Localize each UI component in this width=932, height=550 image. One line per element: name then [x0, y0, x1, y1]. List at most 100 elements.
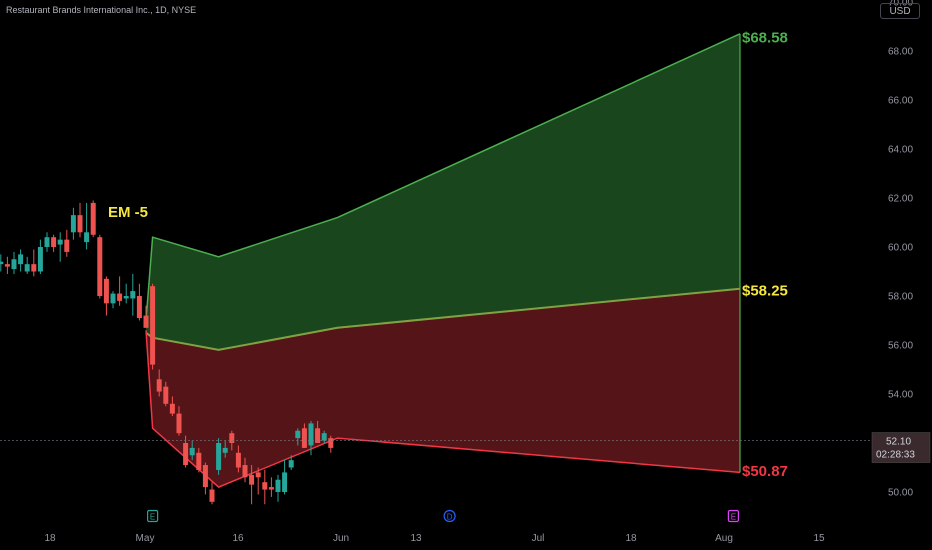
x-tick-label: 15 [813, 533, 825, 544]
candle-body [117, 293, 123, 301]
y-tick-label: 64.00 [888, 145, 913, 156]
candle [176, 406, 182, 436]
chart-title: Restaurant Brands International Inc., 1D… [6, 5, 197, 15]
event-marker-letter: E [150, 513, 155, 522]
candle-body [0, 261, 4, 265]
x-tick-label: 16 [232, 533, 244, 544]
candle [84, 202, 90, 250]
candle-body [315, 428, 321, 443]
candle-body [202, 465, 208, 488]
candle [130, 273, 136, 316]
y-tick-label: 60.00 [888, 243, 913, 254]
candle [315, 420, 321, 443]
candle-body [110, 293, 116, 304]
candle [136, 283, 142, 321]
candle [37, 239, 43, 274]
candle-body [216, 443, 222, 470]
expected-move-bands [145, 33, 741, 488]
candle-body [90, 202, 96, 235]
candle [103, 276, 109, 316]
candle [163, 381, 169, 407]
candle [321, 430, 327, 443]
x-tick-label: 18 [625, 533, 637, 544]
candle [143, 305, 149, 328]
candle-body [37, 247, 43, 272]
event-marker-shape [727, 509, 740, 523]
candle [77, 202, 83, 238]
event-marker: E [727, 509, 740, 523]
level-labels: $68.58 $58.25 $50.87 [742, 29, 788, 480]
level-label: $68.58 [742, 29, 788, 46]
candle [64, 229, 70, 257]
candle [11, 251, 17, 274]
candle-body [4, 264, 10, 267]
candle [209, 482, 215, 505]
event-marker-letter: E [731, 513, 736, 522]
candle [275, 474, 281, 502]
candle-body [169, 403, 175, 414]
candle-body [18, 254, 24, 265]
x-tick-label: Aug [715, 533, 733, 544]
candle-body [229, 433, 235, 443]
candle-body [209, 489, 215, 502]
candle [222, 440, 228, 458]
upper-band-line [145, 33, 741, 321]
upper-band-fill [146, 33, 740, 350]
candle-body [51, 237, 57, 247]
candle [229, 430, 235, 451]
candle-body [77, 215, 83, 233]
y-tick-label: 50.00 [888, 488, 913, 499]
candle [24, 256, 30, 274]
candle-body [242, 465, 248, 478]
candle-body [268, 487, 274, 490]
lower-band-line [145, 330, 741, 488]
candle [123, 283, 129, 304]
candle [70, 207, 76, 240]
candle-body [288, 460, 294, 468]
candle [44, 232, 50, 252]
x-tick-label: 18 [44, 533, 56, 544]
candle-body [123, 296, 129, 299]
y-tick-label: 56.00 [888, 341, 913, 352]
candle [4, 256, 10, 274]
candle-body [275, 479, 281, 492]
candle [0, 254, 4, 272]
candle [97, 234, 103, 299]
candle-body [196, 452, 202, 470]
candle [249, 465, 255, 505]
candle [18, 249, 24, 272]
candle [242, 457, 248, 483]
currency-button[interactable]: USD [880, 3, 920, 19]
level-label: $50.87 [742, 463, 788, 480]
candle [31, 249, 37, 277]
candlestick-series [0, 200, 334, 505]
y-tick-label: 58.00 [888, 292, 913, 303]
candle-body [11, 259, 17, 270]
candle [150, 283, 156, 370]
y-tick-label: 62.00 [888, 194, 913, 205]
event-marker: E [147, 509, 159, 523]
candle [90, 200, 96, 238]
y-tick-label: 70.00 [888, 0, 913, 9]
candle [328, 435, 334, 453]
candle-body [255, 472, 261, 478]
x-tick-label: May [136, 533, 155, 544]
x-axis[interactable]: 18 May 16 Jun 13 Jul 18 Aug 15 [44, 533, 825, 544]
event-marker-shape [147, 509, 159, 523]
candle [301, 423, 307, 448]
candle-body [328, 438, 334, 448]
price-countdown: 02:28:33 [876, 450, 915, 461]
candle [235, 445, 241, 473]
candle-body [262, 482, 268, 490]
event-marker-shape [443, 509, 456, 523]
candle-body [321, 433, 327, 441]
candle [189, 440, 195, 461]
x-tick-label: Jun [333, 533, 349, 544]
event-marker: D [443, 509, 456, 523]
candle-body [57, 239, 63, 245]
candle-body [150, 286, 156, 365]
candle-body [136, 296, 142, 319]
candle-body [308, 423, 314, 446]
